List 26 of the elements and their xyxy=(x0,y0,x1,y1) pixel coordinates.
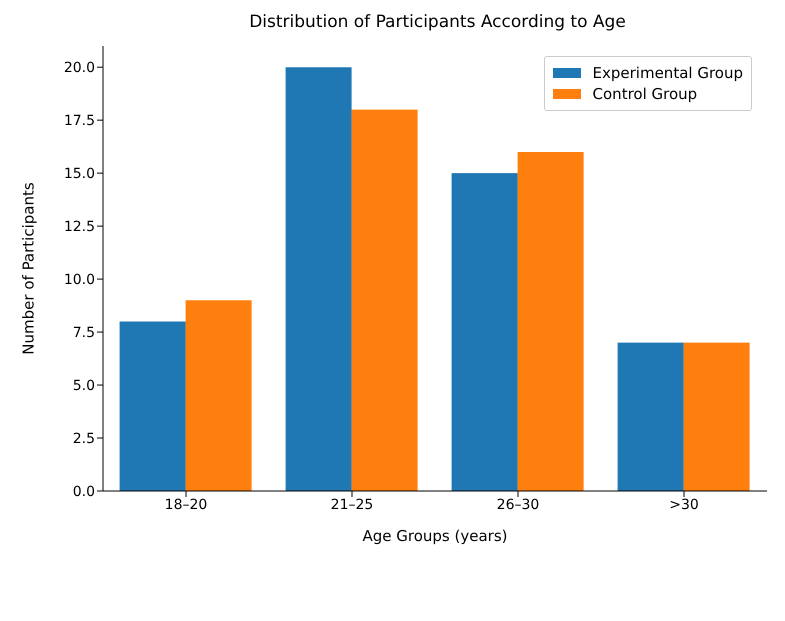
bar xyxy=(186,300,252,491)
y-tick-label: 0.0 xyxy=(72,484,95,500)
x-tick-label: 21–25 xyxy=(330,496,374,513)
x-tick-label: >30 xyxy=(669,496,699,513)
y-tick-label: 15.0 xyxy=(64,166,95,182)
y-tick-label: 2.5 xyxy=(72,430,95,447)
legend-label: Experimental Group xyxy=(592,64,743,82)
x-tick-label: 18–20 xyxy=(164,496,208,513)
y-tick-label: 10.0 xyxy=(64,272,95,288)
y-tick-label: 20.0 xyxy=(64,60,95,76)
x-tick-label: 26–30 xyxy=(496,496,540,513)
bar xyxy=(518,152,584,491)
chart-title: Distribution of Participants According to Age xyxy=(248,11,627,34)
x-axis-title: Age Groups (years) xyxy=(362,527,508,545)
legend-label: Control Group xyxy=(592,85,698,103)
bar xyxy=(352,110,418,491)
y-axis-title: Number of Participants xyxy=(19,182,38,355)
bar xyxy=(618,342,684,491)
bar xyxy=(286,67,352,491)
bar xyxy=(120,321,186,491)
y-tick-label: 7.5 xyxy=(72,325,95,342)
bar xyxy=(684,342,750,491)
y-tick-label: 17.5 xyxy=(64,113,95,130)
y-tick-label: 12.5 xyxy=(64,219,95,236)
y-tick-label: 5.0 xyxy=(72,378,95,394)
bar xyxy=(452,173,518,491)
